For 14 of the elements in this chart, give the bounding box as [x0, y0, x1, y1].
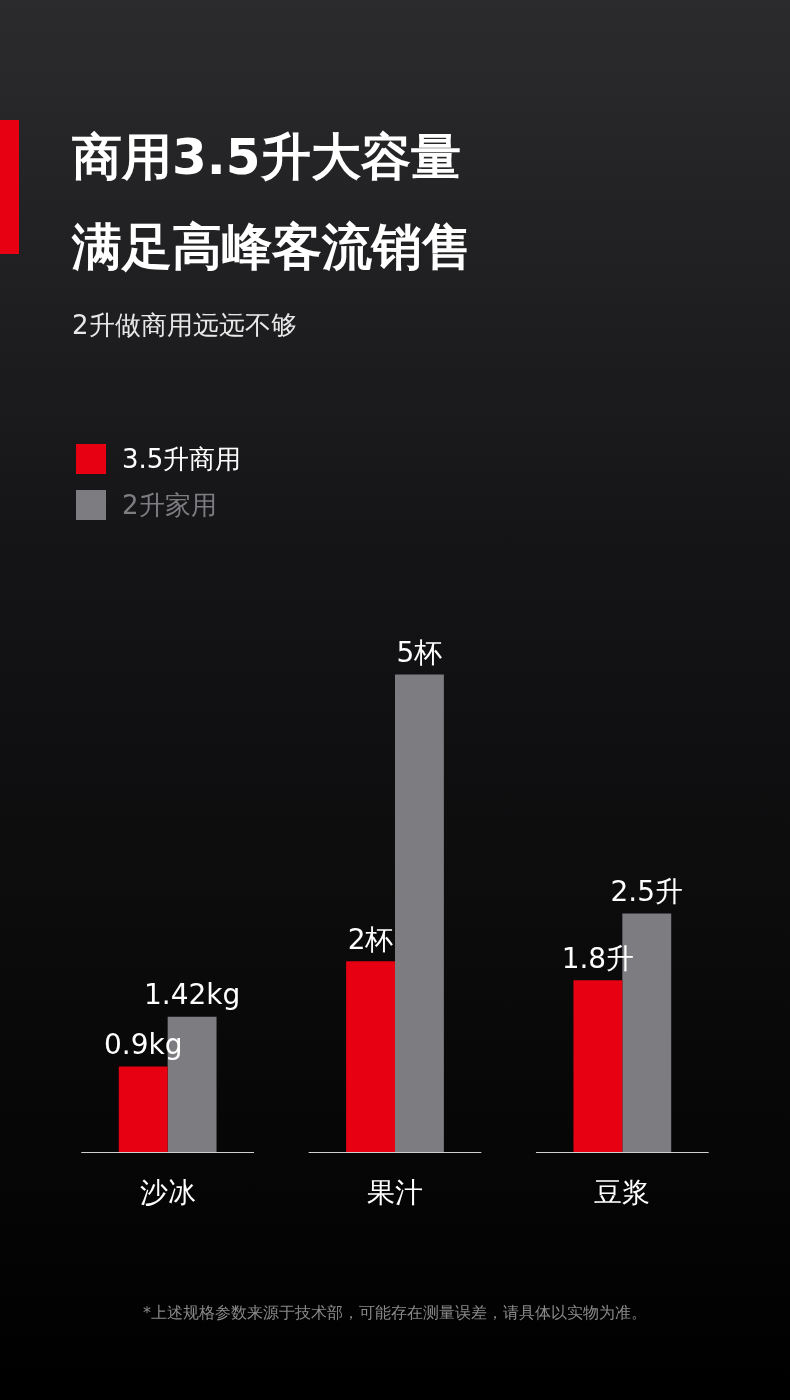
data-label: 0.9kg: [103, 1027, 183, 1061]
data-label: 1.8升: [561, 941, 635, 975]
chart-title: 商用3.5升大容量满足高峰客流销售: [72, 127, 473, 278]
x-tick-label: 果汁: [367, 1176, 423, 1210]
data-label: 2.5升: [610, 874, 684, 908]
data-label: 5杯: [396, 635, 443, 669]
data-label: 1.42kg: [143, 977, 241, 1011]
legend-label: 2升家用: [122, 488, 217, 522]
data-label: 2杯: [347, 922, 394, 956]
x-tick-label: 豆浆: [594, 1176, 651, 1210]
chart-subtitle: 2升做商用远远不够: [72, 309, 297, 342]
text: *上述规格参数来源于技术部，可能存在测量误差，请具体以实物为准。: [142, 1303, 648, 1324]
legend-label: 3.5升商用: [122, 442, 242, 476]
x-tick-label: 沙冰: [139, 1176, 196, 1210]
